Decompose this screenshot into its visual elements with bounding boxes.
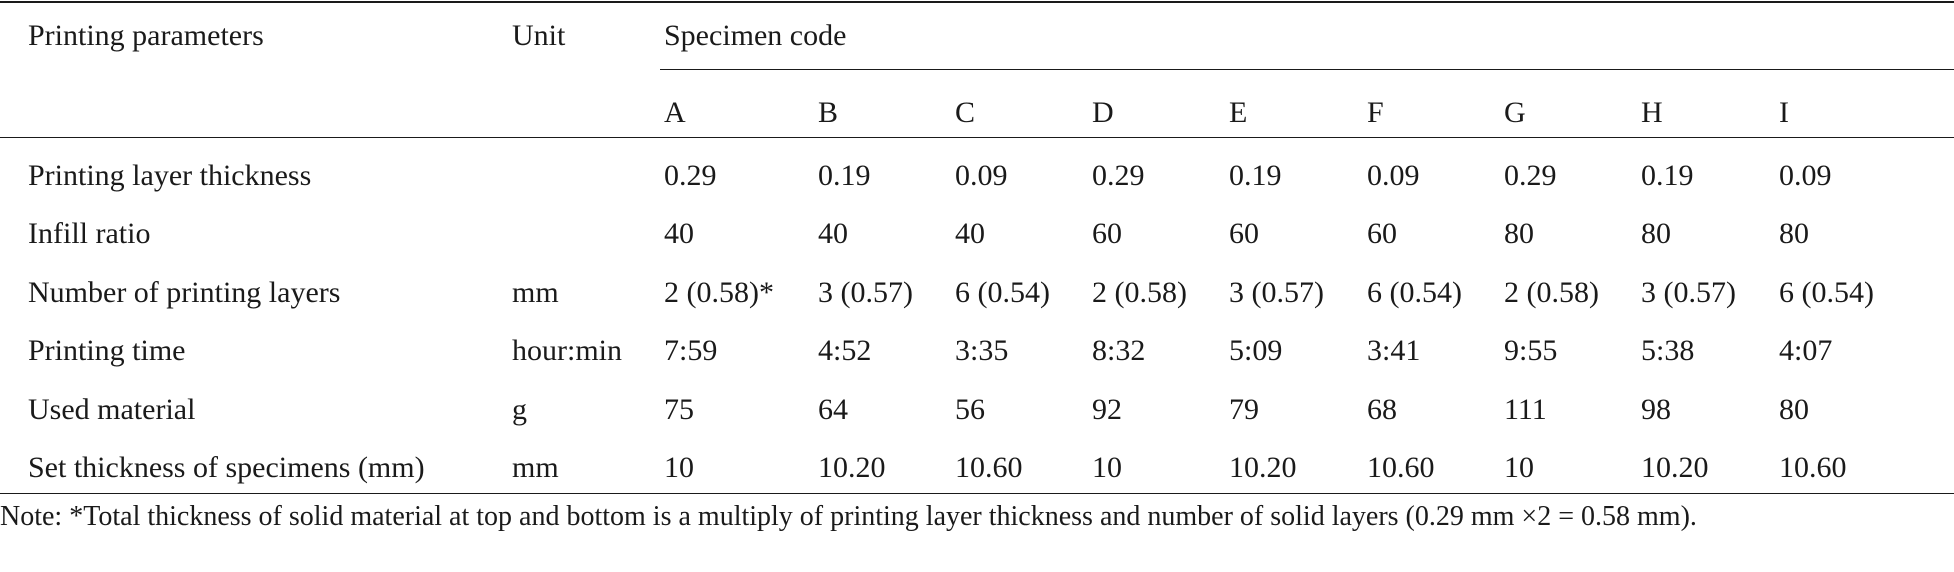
specimen-code-header: G [1504,96,1526,129]
row-param: Infill ratio [28,217,151,250]
table-cell: 6 (0.54) [1367,276,1462,309]
table-cell: 79 [1229,393,1259,426]
specimen-code-header: D [1092,96,1114,129]
table-cell: 0.29 [1092,159,1145,192]
specimen-span-rule [660,69,1954,70]
table-cell: 5:09 [1229,334,1283,367]
table-cell: 0.09 [955,159,1008,192]
table-cell: 10 [1092,451,1122,484]
table-cell: 0.09 [1779,159,1832,192]
specimen-code-header: C [955,96,976,129]
table-cell: 40 [664,217,694,250]
table-cell: 80 [1779,217,1809,250]
table-cell: 2 (0.58) [1092,276,1187,309]
row-unit: mm [512,451,559,484]
table-cell: 10.20 [1641,451,1709,484]
table-cell: 0.29 [664,159,717,192]
table-cell: 4:07 [1779,334,1833,367]
specimen-code-header: A [664,96,686,129]
row-param: Printing layer thickness [28,159,312,192]
table-top-rule [0,1,1954,3]
table-cell: 9:55 [1504,334,1558,367]
table-cell: 8:32 [1092,334,1146,367]
table-cell: 10 [1504,451,1534,484]
table-cell: 92 [1092,393,1122,426]
table-cell: 10 [664,451,694,484]
header-printing-parameters: Printing parameters [28,19,264,52]
table-cell: 0.09 [1367,159,1420,192]
row-param: Number of printing layers [28,276,341,309]
table-cell: 2 (0.58) [1504,276,1599,309]
row-unit: g [512,393,527,426]
specimen-code-header: B [818,96,839,129]
table-cell: 80 [1779,393,1809,426]
header-unit: Unit [512,19,566,52]
header-specimen-code: Specimen code [664,19,847,52]
table-cell: 0.19 [1641,159,1694,192]
specimen-code-header: F [1367,96,1384,129]
specimen-code-header: H [1641,96,1663,129]
row-param: Used material [28,393,196,426]
row-unit: mm [512,276,559,309]
table-cell: 80 [1641,217,1671,250]
table-cell: 7:59 [664,334,718,367]
table-cell: 3:35 [955,334,1009,367]
specimen-code-header: I [1779,96,1789,129]
specimen-code-header: E [1229,96,1248,129]
table-cell: 2 (0.58)* [664,276,774,309]
row-param: Printing time [28,334,186,367]
table-cell: 56 [955,393,985,426]
table-cell: 3 (0.57) [818,276,913,309]
table-cell: 0.19 [1229,159,1282,192]
table-cell: 10.20 [818,451,886,484]
table-cell: 0.19 [818,159,871,192]
table-cell: 10.20 [1229,451,1297,484]
row-param: Set thickness of specimens (mm) [28,451,425,484]
table-note: Note: *Total thickness of solid material… [0,501,1697,532]
table-cell: 40 [955,217,985,250]
table-cell: 10.60 [1779,451,1847,484]
table-cell: 60 [1229,217,1259,250]
table-cell: 40 [818,217,848,250]
table-cell: 6 (0.54) [1779,276,1874,309]
row-unit: hour:min [512,334,622,367]
table-cell: 4:52 [818,334,872,367]
header-bottom-rule [0,137,1954,138]
table-cell: 0.29 [1504,159,1557,192]
table-bottom-rule [0,493,1954,494]
table-cell: 68 [1367,393,1397,426]
table-cell: 60 [1092,217,1122,250]
table-cell: 75 [664,393,694,426]
table-cell: 3:41 [1367,334,1421,367]
table-cell: 60 [1367,217,1397,250]
table-cell: 98 [1641,393,1671,426]
table-cell: 10.60 [955,451,1023,484]
table-cell: 80 [1504,217,1534,250]
table-cell: 10.60 [1367,451,1435,484]
table-cell: 3 (0.57) [1641,276,1736,309]
table-cell: 111 [1504,393,1547,426]
table-cell: 6 (0.54) [955,276,1050,309]
table-cell: 64 [818,393,848,426]
table-cell: 3 (0.57) [1229,276,1324,309]
table-cell: 5:38 [1641,334,1695,367]
